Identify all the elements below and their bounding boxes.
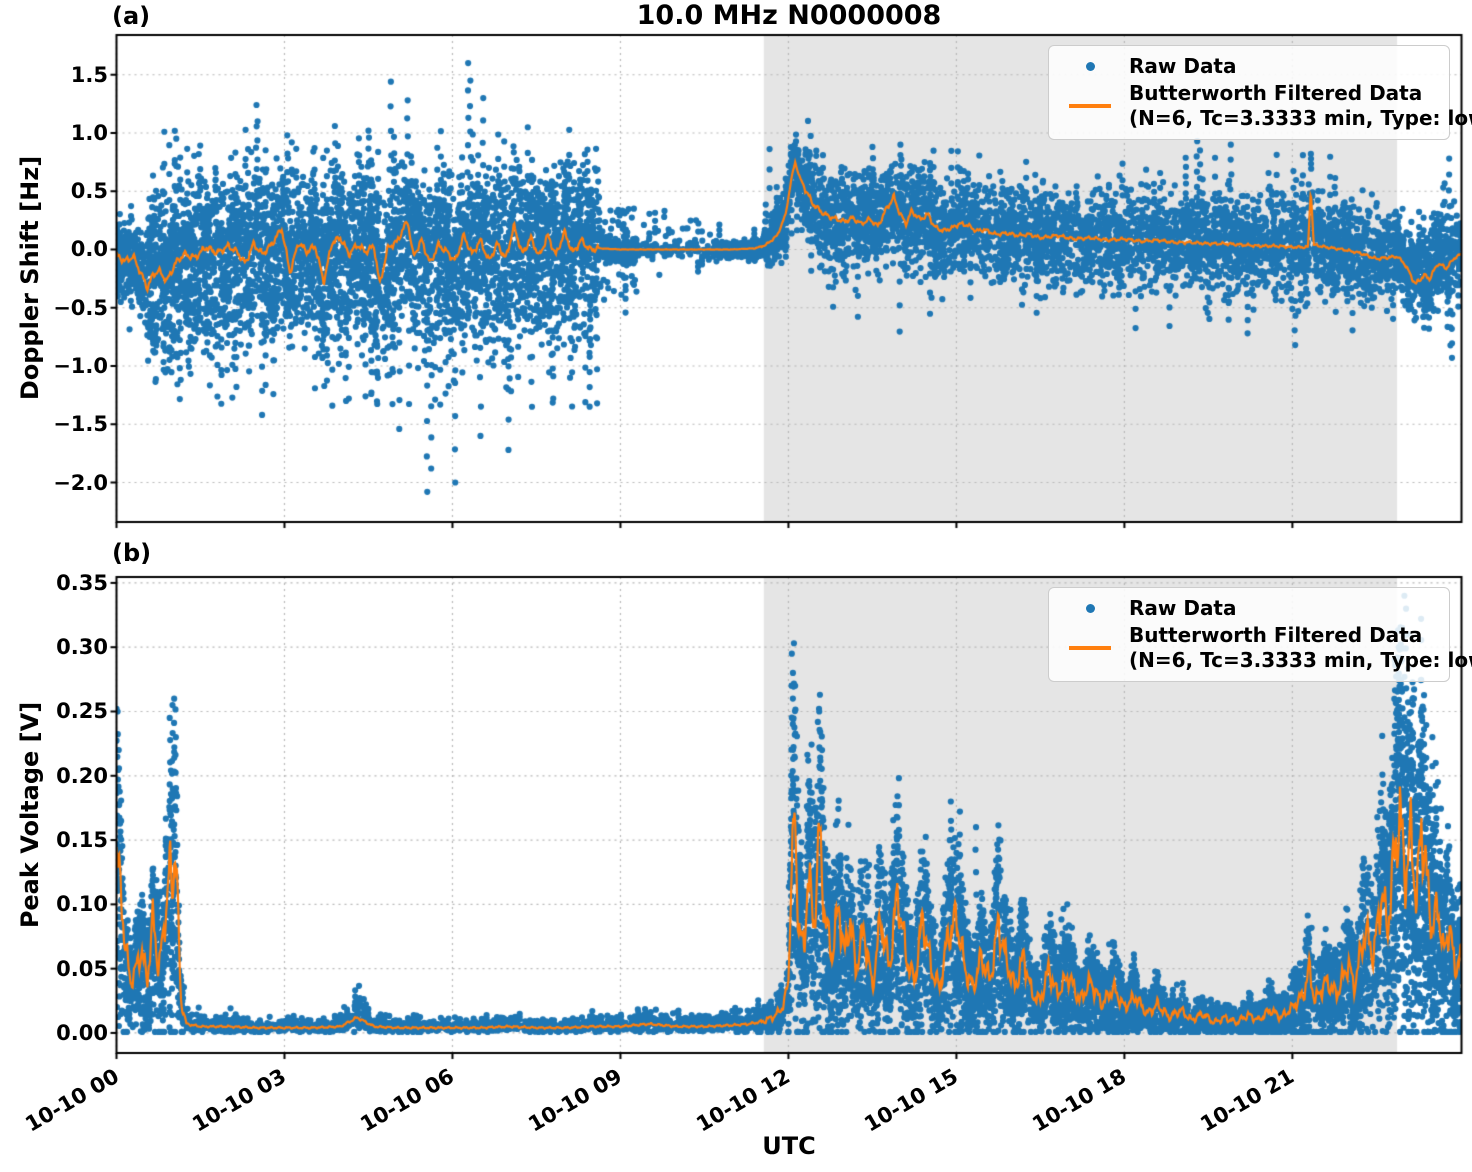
- panel-a-ytick-label: −1.5: [53, 412, 108, 437]
- filtered-line-icon: [1059, 646, 1121, 650]
- filtered-line-icon: [1059, 104, 1121, 108]
- legend-filtered-label-line2: (N=6, Tc=3.3333 min, Type: low): [1129, 648, 1472, 672]
- legend-row-raw: Raw Data: [1059, 54, 1439, 79]
- legend-raw-label: Raw Data: [1129, 54, 1237, 78]
- raw-data-marker-icon: [1059, 604, 1121, 613]
- legend-filtered-label-line1: Butterworth Filtered Data: [1129, 623, 1423, 647]
- legend-panel-a: Raw Data Butterworth Filtered Data (N=6,…: [1048, 45, 1472, 140]
- panel-a-ytick-label: 0.5: [70, 179, 108, 204]
- panel-b-ytick-label: 0.15: [56, 828, 108, 853]
- panel-b-ytick-label: 0.20: [56, 763, 108, 788]
- panel-a-ytick-label: −1.0: [53, 353, 108, 378]
- raw-data-marker-icon: [1059, 62, 1121, 71]
- panel-b-tag: (b): [112, 539, 152, 567]
- panel-a-ytick-label: −2.0: [53, 470, 108, 495]
- panel-b-ytick-label: 0.05: [56, 956, 108, 981]
- legend-filtered-label: Butterworth Filtered Data (N=6, Tc=3.333…: [1129, 81, 1472, 131]
- legend-row-filtered: Butterworth Filtered Data (N=6, Tc=3.333…: [1059, 623, 1472, 673]
- legend-filtered-label-line2: (N=6, Tc=3.3333 min, Type: low): [1129, 106, 1472, 130]
- x-axis-label: UTC: [762, 1132, 816, 1160]
- legend-filtered-label: Butterworth Filtered Data (N=6, Tc=3.333…: [1129, 623, 1472, 673]
- figure-title: 10.0 MHz N0000008: [636, 0, 942, 31]
- panel-a-tag: (a): [112, 2, 151, 30]
- panel-a-ytick-label: −0.5: [53, 295, 108, 320]
- panel-b-ytick-label: 0.00: [56, 1020, 108, 1045]
- panel-b-ytick-label: 0.35: [56, 570, 108, 595]
- panel-a-ytick-label: 1.0: [70, 120, 108, 145]
- panel-b-ytick-label: 0.10: [56, 892, 108, 917]
- panel-a-ytick-label: 0.0: [70, 237, 108, 262]
- panel-a-ytick-label: 1.5: [70, 62, 108, 87]
- legend-row-filtered: Butterworth Filtered Data (N=6, Tc=3.333…: [1059, 81, 1472, 131]
- panel-b-ytick-label: 0.25: [56, 699, 108, 724]
- legend-filtered-label-line1: Butterworth Filtered Data: [1129, 81, 1423, 105]
- legend-raw-label: Raw Data: [1129, 596, 1237, 620]
- panel-b-ytick-label: 0.30: [56, 635, 108, 660]
- legend-row-raw: Raw Data: [1059, 596, 1439, 621]
- legend-panel-b: Raw Data Butterworth Filtered Data (N=6,…: [1048, 587, 1472, 682]
